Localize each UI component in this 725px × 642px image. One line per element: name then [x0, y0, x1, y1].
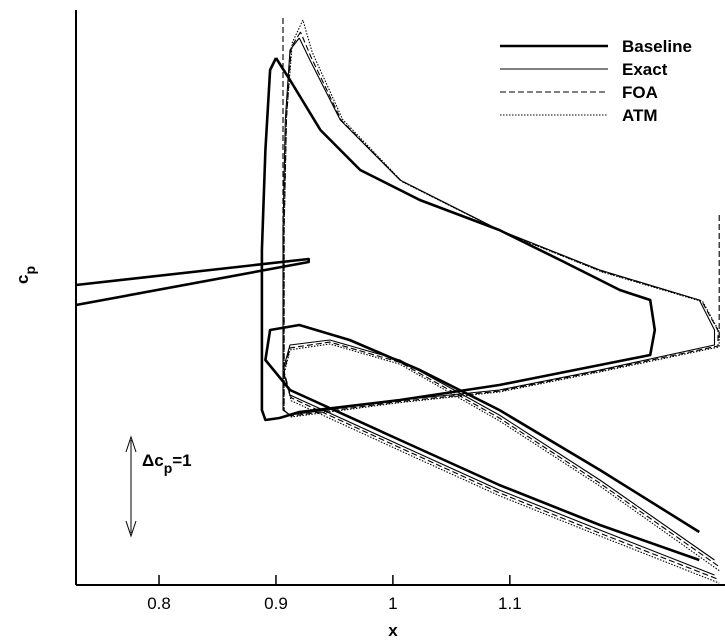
y-label-sub: p — [22, 266, 38, 275]
series-line — [75, 57, 700, 562]
annotation-tail: =1 — [172, 451, 191, 470]
x-tick-label: 1.1 — [498, 594, 522, 613]
legend-label: ATM — [622, 106, 658, 125]
annotation-sub: p — [164, 460, 173, 476]
x-axis-label: x — [388, 621, 398, 640]
scale-annotation: Δcp=1 — [142, 451, 192, 476]
legend-label: Baseline — [622, 37, 692, 56]
legend-label: FOA — [622, 83, 658, 102]
x-tick-label: 1 — [388, 594, 397, 613]
x-tick-label: 0.9 — [264, 594, 288, 613]
scale-arrow — [125, 435, 137, 538]
series-line — [282, 18, 720, 580]
legend-label: Exact — [622, 60, 668, 79]
y-axis-label: cp — [13, 266, 38, 284]
series-line — [283, 19, 720, 584]
x-tick-label: 0.8 — [147, 594, 171, 613]
annotation-main: Δc — [142, 451, 164, 470]
y-label-main: c — [13, 275, 32, 284]
